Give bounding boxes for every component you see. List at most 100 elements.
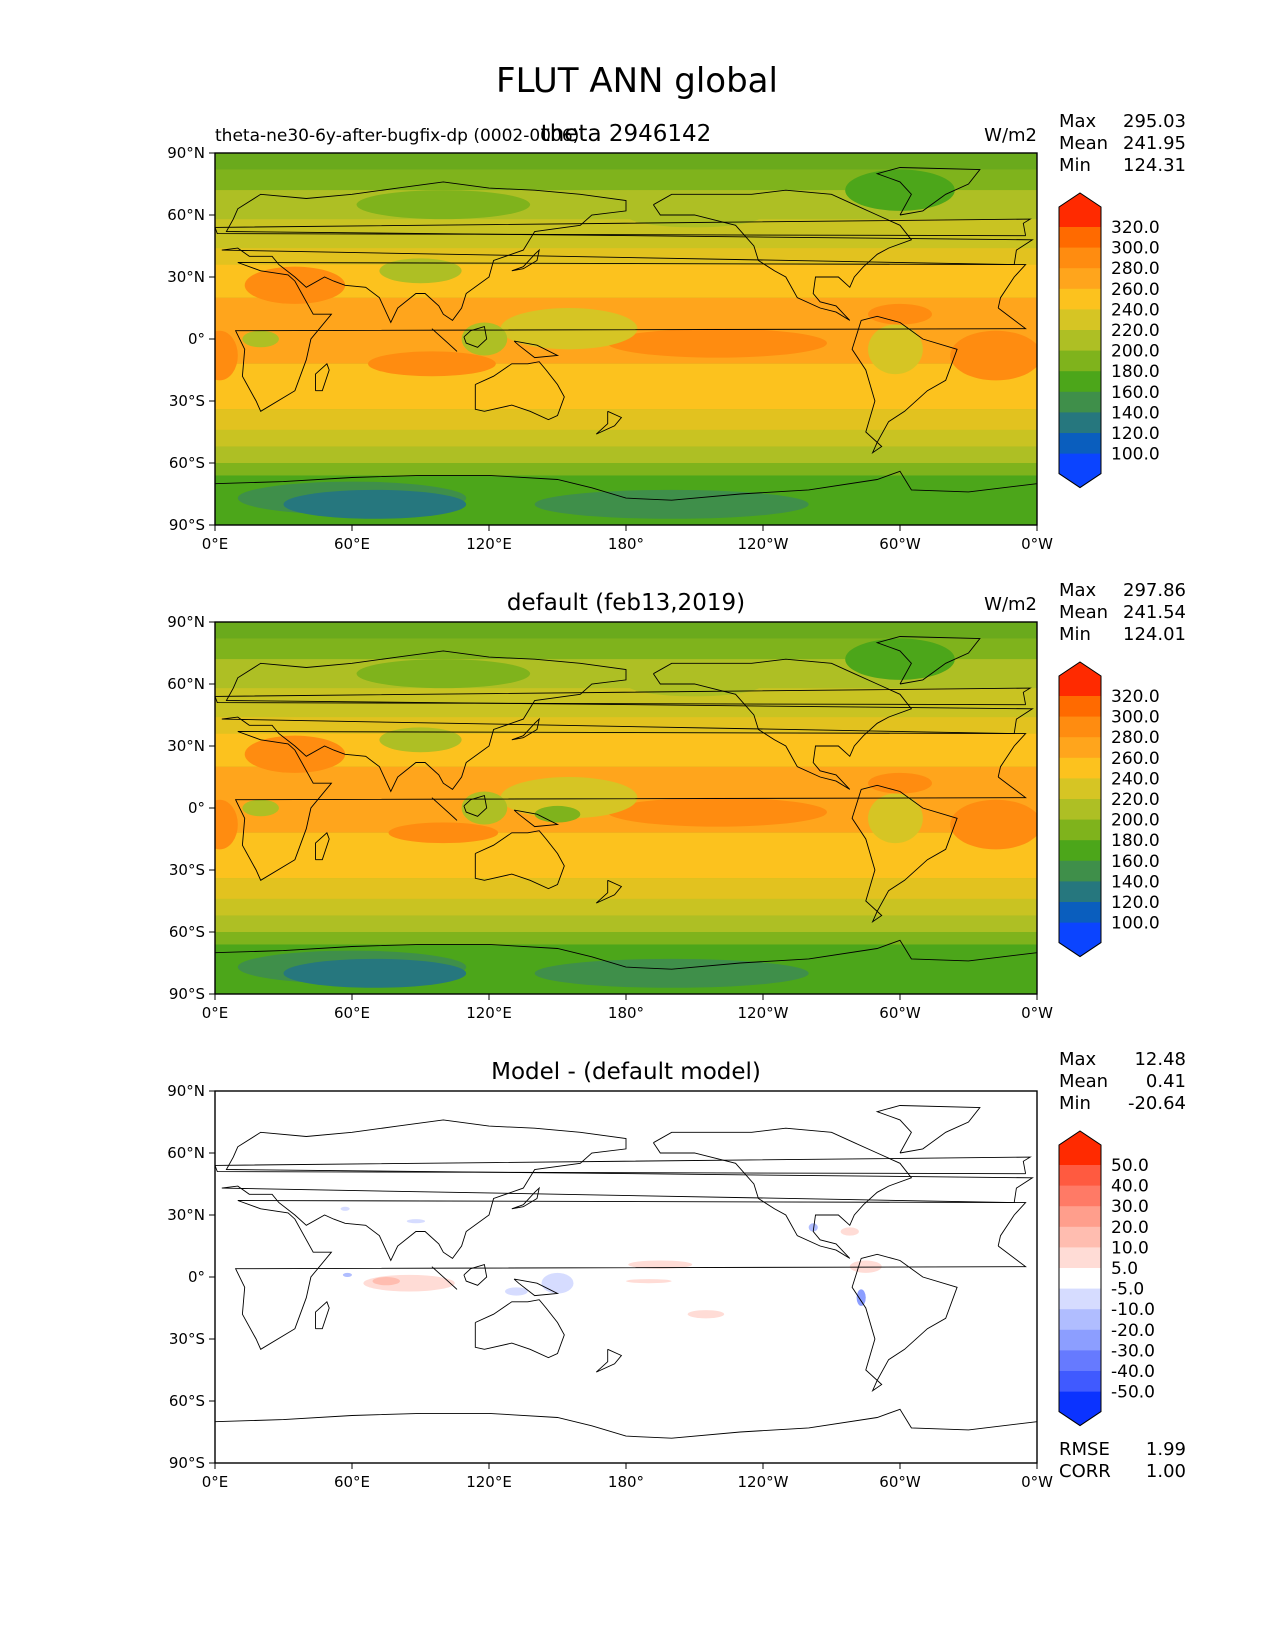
y-tick-label: 30°N: [167, 268, 205, 286]
x-tick-label: 60°W: [879, 1473, 921, 1491]
colorbar-swatch: [1059, 840, 1101, 862]
x-tick-label: 180°: [608, 1473, 644, 1491]
colorbar-label: -20.0: [1111, 1321, 1155, 1341]
coastline: [315, 832, 330, 861]
coastline: [513, 1278, 560, 1297]
colorbar-label: 260.0: [1111, 280, 1160, 300]
contour-region: [356, 659, 531, 689]
stat-label: Min: [1059, 155, 1091, 176]
x-tick-label: 120°E: [466, 535, 512, 553]
stat-label: Max: [1059, 580, 1097, 601]
panel-title: default (feb13,2019): [507, 590, 745, 616]
error-stat-label: RMSE: [1059, 1439, 1110, 1460]
y-tick-label: 60°S: [169, 454, 205, 472]
coastline: [653, 1127, 913, 1259]
contour-region: [379, 258, 462, 284]
contour-band: [215, 409, 1037, 430]
x-tick-label: 120°W: [738, 535, 789, 553]
coastline: [234, 1200, 1027, 1350]
map-field: [215, 622, 1037, 994]
colorbar-swatch: [1059, 902, 1101, 924]
coastline: [875, 636, 981, 685]
y-tick-label: 0°: [188, 799, 205, 817]
colorbar-label: 50.0: [1111, 1156, 1149, 1176]
panel-units: W/m2: [984, 594, 1037, 615]
colorbar-swatch: [1059, 1350, 1101, 1372]
y-tick-label: 30°S: [169, 861, 205, 879]
colorbar-swatch: [1059, 309, 1101, 331]
y-tick-label: 30°N: [167, 737, 205, 755]
y-tick-label: 90°S: [169, 1454, 205, 1472]
coastline: [234, 262, 1027, 412]
colorbar-label: 280.0: [1111, 728, 1160, 748]
y-tick-label: 30°N: [167, 1206, 205, 1224]
x-tick-label: 0°E: [202, 1004, 229, 1022]
coastline: [215, 470, 1037, 501]
coastline: [215, 939, 1037, 970]
coastline: [653, 658, 913, 790]
colorbar-label: 180.0: [1111, 362, 1160, 382]
colorbar-label: -40.0: [1111, 1362, 1155, 1382]
colorbar-swatch: [1059, 433, 1101, 455]
coastline: [511, 1186, 540, 1210]
y-tick-label: 90°S: [169, 985, 205, 1003]
stat-value: 297.86: [1123, 580, 1186, 601]
colorbar-label: 30.0: [1111, 1197, 1149, 1217]
contour-region: [367, 351, 496, 377]
colorbar-swatch: [1059, 288, 1101, 310]
colorbar-label: 220.0: [1111, 790, 1160, 810]
contour-region: [283, 958, 467, 988]
contour-region: [534, 805, 581, 823]
map-field: [215, 153, 1037, 525]
coastline: [463, 795, 488, 817]
colorbar-swatch: [1059, 737, 1101, 759]
contour-region: [500, 777, 638, 819]
colorbar-swatch: [1059, 1268, 1101, 1290]
error-stat-label: CORR: [1059, 1461, 1111, 1482]
coastline: [221, 181, 1034, 324]
colorbar-label: 10.0: [1111, 1238, 1149, 1258]
colorbar-label: 160.0: [1111, 852, 1160, 872]
coastline: [511, 717, 540, 741]
colorbar-label: 160.0: [1111, 383, 1160, 403]
stat-value: 12.48: [1134, 1049, 1186, 1070]
contour-band: [215, 717, 1037, 734]
x-tick-label: 60°W: [879, 1004, 921, 1022]
panel-3: 0°E 60°E 120°E 180° 120°W 60°W 0°W 90°N 60°N 30°N…: [167, 1049, 1186, 1491]
colorbar-swatch: [1059, 1329, 1101, 1351]
y-tick-label: 30°S: [169, 392, 205, 410]
colorbar-extend-max: [1059, 193, 1101, 227]
coastline: [431, 328, 458, 352]
stat-value: 124.31: [1123, 155, 1186, 176]
contour-band: [215, 932, 1037, 945]
y-tick-label: 90°N: [167, 1082, 205, 1100]
coastline: [221, 650, 1034, 793]
colorbar-label: 280.0: [1111, 259, 1160, 279]
panel-2: 0°E 60°E 120°E 180° 120°W 60°W 0°W 90°N 60°N 30°N…: [167, 580, 1186, 1022]
panel-units: W/m2: [984, 125, 1037, 146]
coastline: [875, 167, 981, 216]
contour-region: [500, 308, 638, 350]
coastline: [513, 340, 560, 359]
contour-band: [215, 248, 1037, 265]
coastline: [851, 1253, 958, 1392]
colorbar-swatch: [1059, 1165, 1101, 1187]
stat-label: Max: [1059, 111, 1097, 132]
contour-region: [950, 330, 1037, 381]
contour-band: [215, 898, 1037, 916]
contour-band: [215, 153, 1037, 170]
contour-band: [215, 463, 1037, 476]
colorbar-label: 220.0: [1111, 321, 1160, 341]
colorbar-swatch: [1059, 268, 1101, 290]
x-tick-label: 120°W: [738, 1004, 789, 1022]
x-tick-label: 180°: [608, 535, 644, 553]
coastline: [851, 315, 958, 454]
stat-label: Mean: [1059, 602, 1108, 623]
colorbar: 320.0300.0280.0260.0240.0220.0200.0180.0…: [1058, 192, 1160, 489]
colorbar-extend-max: [1059, 1131, 1101, 1165]
coastline: [215, 1156, 1032, 1175]
error-stat-value: 1.00: [1146, 1461, 1186, 1482]
colorbar-label: 260.0: [1111, 749, 1160, 769]
coastline: [875, 1105, 981, 1154]
contour-band: [215, 622, 1037, 639]
